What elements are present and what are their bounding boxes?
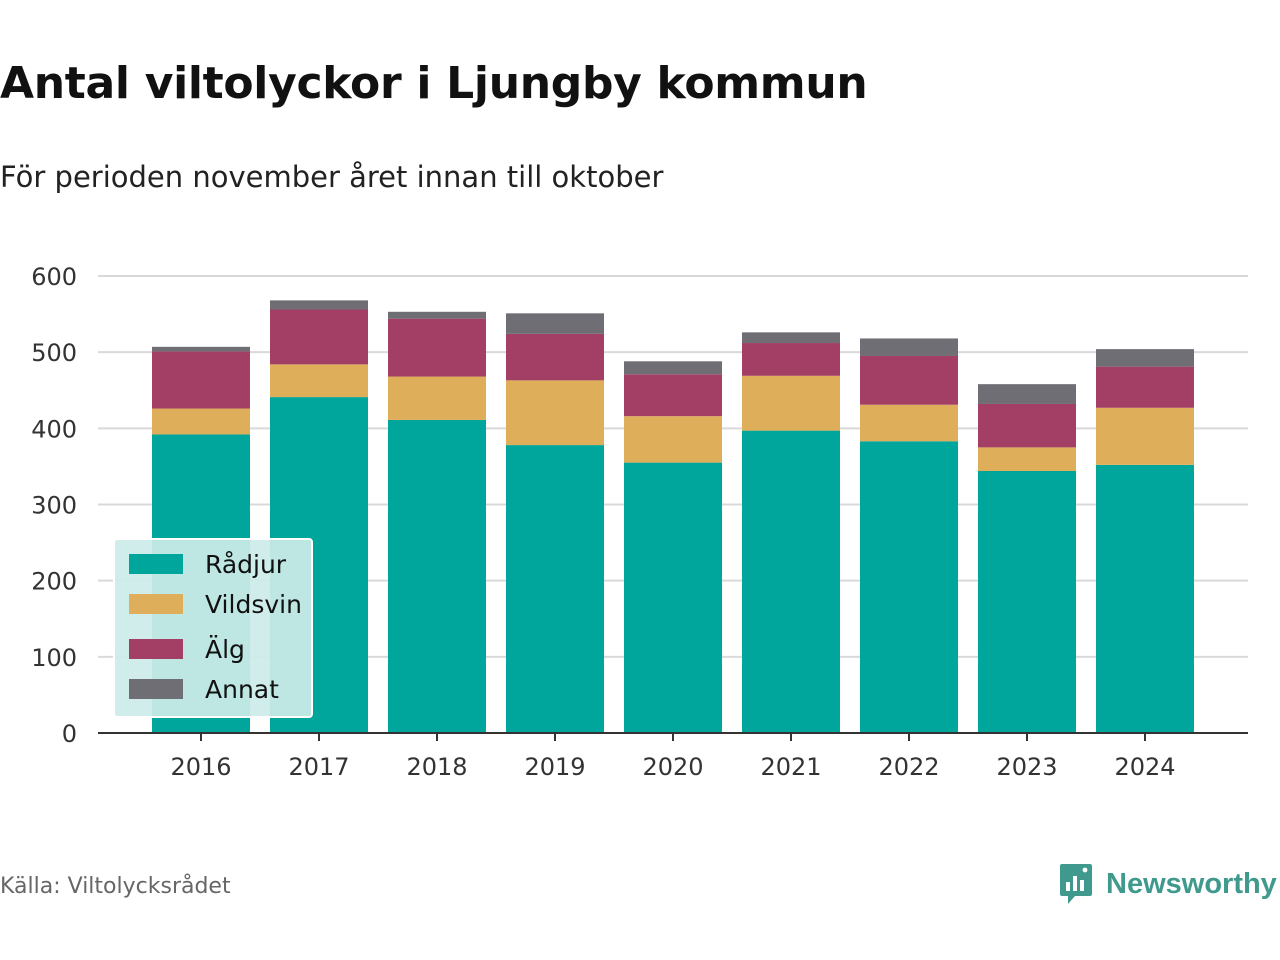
x-tick-label: 2017 — [288, 753, 349, 781]
bar-2021-radjur — [742, 430, 840, 733]
bar-2023-annat — [978, 384, 1076, 404]
bar-2017-alg — [270, 309, 368, 365]
x-tick-label: 2021 — [760, 753, 821, 781]
bar-2023-radjur — [978, 470, 1076, 733]
legend: Rådjur Vildsvin Älg Annat — [113, 538, 313, 718]
axes: 0 100 200 300 400 500 600 2016 2017 2018 2019 2020 2… — [31, 263, 1248, 781]
bar-2020-radjur — [624, 462, 722, 733]
bar-2020-annat — [624, 361, 722, 375]
bar-2024-vildsvin — [1096, 407, 1194, 465]
bar-2020-vildsvin — [624, 416, 722, 463]
bar-2021-annat — [742, 332, 840, 344]
bar-2022-vildsvin — [860, 404, 958, 442]
source-note: Källa: Viltolycksrådet — [0, 874, 231, 899]
x-tick-label: 2019 — [524, 753, 585, 781]
newsworthy-logo-icon — [1060, 864, 1092, 904]
bar-2022-annat — [860, 338, 958, 356]
chart-title: Antal viltolyckor i Ljungby kommun — [0, 58, 868, 109]
chart-subtitle: För perioden november året innan till ok… — [0, 160, 664, 194]
bar-2019-annat — [506, 313, 604, 334]
y-tick-label: 400 — [31, 415, 77, 443]
bar-2024-annat — [1096, 349, 1194, 367]
brand-name: Newsworthy — [1106, 867, 1277, 900]
bar-2024-radjur — [1096, 464, 1194, 733]
legend-swatch-alg — [129, 639, 183, 659]
bar-2023-alg — [978, 403, 1076, 448]
bar-2021-alg — [742, 343, 840, 376]
legend-label-alg: Älg — [205, 634, 245, 664]
legend-item-alg: Älg — [129, 634, 245, 664]
bar-2017-annat — [270, 300, 368, 310]
bar-2018-annat — [388, 311, 486, 319]
legend-item-annat: Annat — [129, 674, 279, 704]
y-tick-label: 300 — [31, 492, 77, 520]
bar-2018-alg — [388, 318, 486, 377]
legend-swatch-annat — [129, 679, 183, 699]
bar-2019-vildsvin — [506, 380, 604, 446]
bar-2018-radjur — [388, 419, 486, 733]
legend-swatch-radjur — [129, 554, 183, 574]
bar-2020-alg — [624, 374, 722, 417]
x-tick-label: 2018 — [406, 753, 467, 781]
bar-2019-alg — [506, 333, 604, 381]
bars — [152, 300, 1194, 733]
x-tick-label: 2023 — [996, 753, 1057, 781]
bar-2024-alg — [1096, 366, 1194, 408]
x-tick-label: 2020 — [642, 753, 703, 781]
legend-label-radjur: Rådjur — [205, 549, 287, 579]
y-tick-label: 0 — [62, 720, 77, 748]
bar-2016-annat — [152, 346, 250, 352]
x-tick-label: 2016 — [170, 753, 231, 781]
bar-2021-vildsvin — [742, 375, 840, 431]
bar-2016-vildsvin — [152, 408, 250, 435]
bar-2016-alg — [152, 351, 250, 409]
y-tick-label: 200 — [31, 568, 77, 596]
legend-swatch-vildsvin — [129, 594, 183, 614]
legend-item-radjur: Rådjur — [129, 549, 286, 579]
brand-logo: Newsworthy — [1058, 862, 1277, 906]
y-tick-label: 500 — [31, 339, 77, 367]
x-tick-label: 2024 — [1114, 753, 1175, 781]
bar-2019-radjur — [506, 445, 604, 733]
legend-item-vildsvin: Vildsvin — [129, 589, 302, 619]
bar-2022-alg — [860, 355, 958, 405]
bar-2022-radjur — [860, 441, 958, 733]
bar-2017-vildsvin — [270, 364, 368, 398]
stacked-bar-chart: 0 100 200 300 400 500 600 2016 2017 2018 2019 2020 2… — [31, 263, 1248, 781]
x-tick-label: 2022 — [878, 753, 939, 781]
y-tick-label: 600 — [31, 263, 77, 291]
bar-2023-vildsvin — [978, 447, 1076, 471]
legend-label-annat: Annat — [205, 674, 279, 704]
bar-2018-vildsvin — [388, 376, 486, 420]
y-tick-label: 100 — [31, 644, 77, 672]
legend-label-vildsvin: Vildsvin — [205, 589, 302, 619]
